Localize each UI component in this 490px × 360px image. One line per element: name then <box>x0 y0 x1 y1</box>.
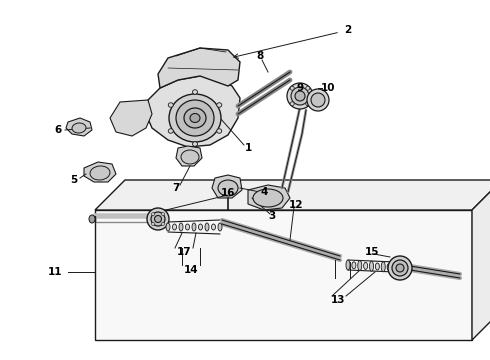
Ellipse shape <box>154 216 162 222</box>
Ellipse shape <box>198 224 202 230</box>
Text: 12: 12 <box>289 200 303 210</box>
Ellipse shape <box>151 212 154 216</box>
Ellipse shape <box>218 223 222 231</box>
Ellipse shape <box>375 263 379 270</box>
Ellipse shape <box>346 260 350 270</box>
Ellipse shape <box>186 224 190 230</box>
Ellipse shape <box>190 113 200 122</box>
Ellipse shape <box>306 102 310 106</box>
Ellipse shape <box>161 212 165 216</box>
Ellipse shape <box>72 123 86 133</box>
Text: 9: 9 <box>296 83 304 93</box>
Ellipse shape <box>151 212 165 226</box>
Ellipse shape <box>290 86 294 90</box>
Text: 13: 13 <box>331 295 345 305</box>
Text: 3: 3 <box>269 211 275 221</box>
Ellipse shape <box>369 261 373 271</box>
Ellipse shape <box>358 261 362 271</box>
Ellipse shape <box>169 94 221 142</box>
Ellipse shape <box>193 90 197 94</box>
Polygon shape <box>176 146 202 166</box>
Polygon shape <box>472 180 490 340</box>
Ellipse shape <box>217 129 222 133</box>
Ellipse shape <box>311 93 325 107</box>
Ellipse shape <box>161 222 165 225</box>
Ellipse shape <box>387 264 391 271</box>
Ellipse shape <box>147 208 169 230</box>
Text: 1: 1 <box>245 143 252 153</box>
Ellipse shape <box>89 215 95 223</box>
Ellipse shape <box>307 89 329 111</box>
Polygon shape <box>95 180 490 210</box>
Text: 4: 4 <box>260 187 268 197</box>
Polygon shape <box>248 185 290 210</box>
Ellipse shape <box>295 91 305 101</box>
Ellipse shape <box>218 180 238 196</box>
Ellipse shape <box>381 262 385 272</box>
Ellipse shape <box>205 223 209 231</box>
Ellipse shape <box>212 224 216 230</box>
Ellipse shape <box>217 103 222 107</box>
Text: 6: 6 <box>54 125 62 135</box>
Ellipse shape <box>287 83 313 109</box>
Ellipse shape <box>393 262 397 273</box>
Ellipse shape <box>290 102 294 106</box>
Polygon shape <box>158 48 240 88</box>
Ellipse shape <box>352 262 356 269</box>
Text: 2: 2 <box>344 25 352 35</box>
Ellipse shape <box>392 260 408 276</box>
Ellipse shape <box>388 256 412 280</box>
Polygon shape <box>212 175 242 198</box>
Ellipse shape <box>176 100 214 136</box>
Ellipse shape <box>396 264 404 272</box>
Ellipse shape <box>192 223 196 231</box>
Text: 7: 7 <box>172 183 180 193</box>
Polygon shape <box>146 76 240 147</box>
Polygon shape <box>66 118 92 136</box>
Ellipse shape <box>364 262 368 269</box>
Ellipse shape <box>291 87 309 105</box>
Text: 5: 5 <box>71 175 77 185</box>
Ellipse shape <box>179 223 183 231</box>
Ellipse shape <box>90 166 110 180</box>
Ellipse shape <box>168 103 173 107</box>
Text: 16: 16 <box>221 188 235 198</box>
Ellipse shape <box>168 129 173 133</box>
Text: 8: 8 <box>256 51 264 61</box>
Text: 10: 10 <box>321 83 335 93</box>
Ellipse shape <box>181 150 199 164</box>
Ellipse shape <box>151 222 154 225</box>
Ellipse shape <box>306 86 310 90</box>
Ellipse shape <box>172 224 176 230</box>
Ellipse shape <box>193 142 197 146</box>
Text: 17: 17 <box>177 247 191 257</box>
Ellipse shape <box>166 223 170 231</box>
Polygon shape <box>95 210 472 340</box>
Text: 11: 11 <box>48 267 62 277</box>
Ellipse shape <box>184 108 206 128</box>
Text: 14: 14 <box>184 265 198 275</box>
Text: 15: 15 <box>365 247 379 257</box>
Polygon shape <box>84 162 116 182</box>
Polygon shape <box>110 100 152 136</box>
Ellipse shape <box>253 189 283 207</box>
